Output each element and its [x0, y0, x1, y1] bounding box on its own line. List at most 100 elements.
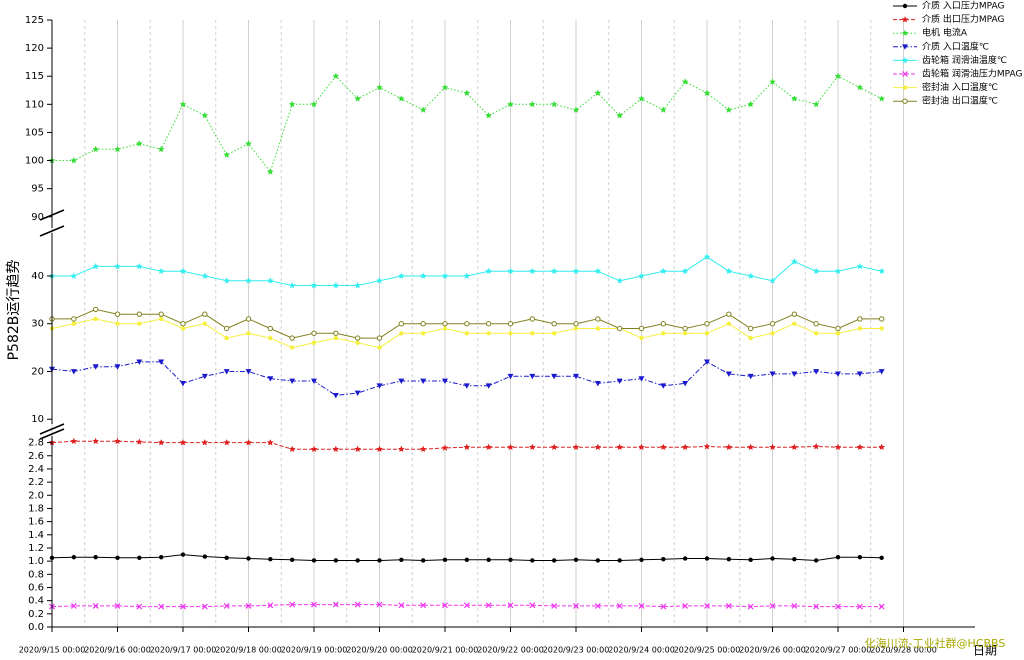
marker [202, 311, 208, 317]
marker [616, 112, 623, 119]
marker [725, 443, 733, 450]
marker [158, 359, 165, 365]
marker [137, 321, 142, 326]
grid [51, 20, 904, 627]
marker [398, 321, 405, 327]
x-tick-label: 2020/9/20 00:00 [346, 646, 413, 655]
marker [463, 602, 470, 609]
marker [158, 316, 164, 322]
marker [288, 445, 296, 452]
marker [878, 95, 885, 102]
marker [179, 100, 187, 108]
marker [660, 383, 667, 389]
marker [201, 439, 209, 446]
y-axis-label: P582B运行趋势 [6, 260, 22, 361]
marker [246, 331, 251, 336]
marker [224, 555, 229, 561]
y-tick-label: 1.4 [28, 530, 44, 541]
marker [856, 443, 864, 450]
marker [376, 277, 383, 284]
marker [288, 100, 296, 108]
marker [769, 78, 776, 85]
marker [638, 443, 645, 450]
series [49, 552, 884, 563]
marker [441, 272, 449, 279]
marker [507, 373, 514, 380]
marker [573, 602, 579, 609]
y-tick-label: 40 [31, 271, 44, 282]
marker [202, 321, 208, 326]
marker [289, 557, 295, 563]
marker [245, 277, 252, 284]
marker [463, 89, 471, 96]
marker [835, 325, 841, 332]
marker [420, 331, 426, 336]
marker [267, 439, 274, 446]
marker [376, 601, 383, 608]
marker [834, 267, 842, 274]
y-tick-label: 1.8 [28, 503, 44, 514]
legend-label: 齿轮箱 润滑油压力MPAG [922, 68, 1022, 80]
marker [813, 603, 820, 610]
y-tick-label: 1.2 [28, 543, 44, 554]
marker [114, 311, 121, 317]
marker [550, 100, 558, 108]
marker [834, 72, 842, 79]
marker [573, 321, 579, 327]
marker [856, 262, 864, 270]
marker [486, 331, 491, 336]
marker [71, 321, 77, 326]
marker [704, 602, 710, 609]
y-tick-label: 110 [25, 99, 44, 110]
x-tick-label: 2020/9/17 00:00 [150, 646, 217, 655]
marker [485, 443, 492, 450]
series [49, 601, 885, 610]
marker [595, 558, 601, 563]
marker [485, 321, 492, 327]
marker [594, 602, 601, 609]
marker [507, 321, 514, 327]
marker [267, 277, 274, 284]
marker [681, 443, 689, 450]
marker [878, 267, 885, 274]
marker [617, 558, 622, 563]
y-tick-label: 10 [31, 414, 44, 425]
marker [486, 557, 491, 563]
marker [419, 445, 427, 452]
marker [354, 445, 361, 452]
marker [71, 316, 77, 322]
y-tick-label: 2.0 [28, 490, 44, 501]
series [49, 359, 885, 399]
marker [137, 555, 142, 561]
marker [201, 603, 208, 610]
marker [179, 439, 187, 446]
marker [835, 603, 841, 610]
marker [508, 331, 513, 336]
marker [791, 443, 798, 450]
x-tick-label: 2020/9/24 00:00 [608, 646, 675, 655]
marker [747, 443, 754, 450]
marker [682, 556, 688, 561]
marker [398, 95, 405, 102]
marker [748, 335, 753, 341]
y-tick-label: 2.2 [28, 477, 44, 488]
marker [114, 602, 121, 609]
marker [180, 326, 186, 331]
y-tick-label: 1.6 [28, 517, 44, 528]
marker [856, 603, 863, 610]
marker [529, 443, 536, 450]
marker [332, 601, 339, 608]
marker [464, 331, 470, 336]
marker [311, 330, 317, 336]
y-tick-label: 2.6 [28, 451, 44, 462]
marker [682, 602, 689, 609]
marker [114, 262, 121, 270]
marker [878, 603, 885, 610]
marker [530, 331, 535, 336]
marker [550, 267, 558, 274]
x-tick-label: 2020/9/22 00:00 [477, 646, 544, 655]
y-tick-label: 1.0 [28, 556, 44, 567]
x-tick-label: 2020/9/16 00:00 [84, 646, 151, 655]
marker [573, 557, 579, 563]
marker [114, 437, 121, 445]
